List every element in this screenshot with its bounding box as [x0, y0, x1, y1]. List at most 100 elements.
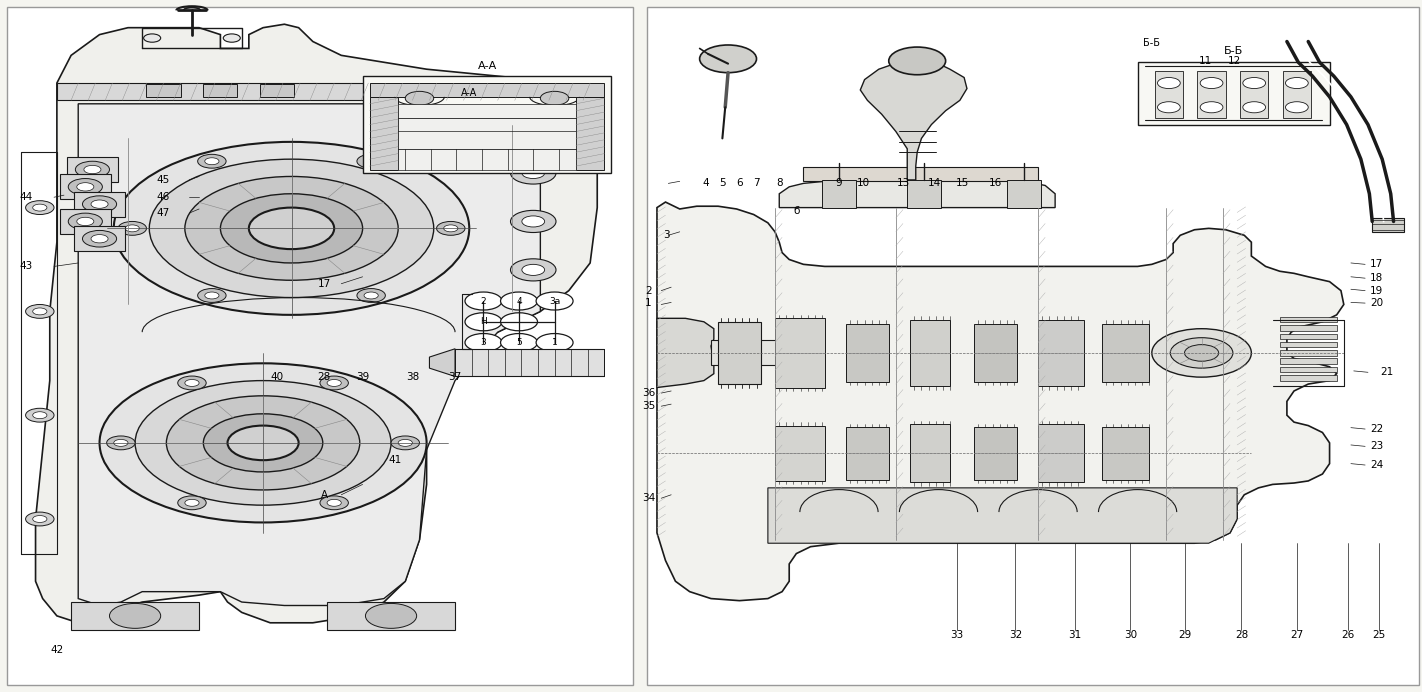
Text: 2: 2	[481, 296, 486, 306]
Bar	[711, 340, 789, 365]
Text: 19: 19	[1369, 286, 1384, 295]
Circle shape	[522, 167, 545, 179]
Text: 12: 12	[1227, 56, 1241, 66]
Text: A-A: A-A	[461, 89, 478, 98]
Circle shape	[114, 439, 128, 446]
Text: А-А: А-А	[478, 61, 496, 71]
Text: 29: 29	[1177, 630, 1192, 640]
Bar	[67, 157, 118, 182]
Text: 1: 1	[646, 298, 651, 308]
Circle shape	[1158, 78, 1180, 89]
Circle shape	[220, 194, 363, 263]
Circle shape	[185, 379, 199, 386]
Text: 47: 47	[156, 208, 171, 218]
Polygon shape	[846, 324, 889, 382]
Text: 26: 26	[1341, 630, 1355, 640]
Circle shape	[522, 264, 545, 275]
Bar	[60, 174, 111, 199]
Circle shape	[365, 603, 417, 628]
Bar	[1372, 218, 1404, 232]
Circle shape	[700, 45, 757, 73]
Circle shape	[33, 516, 47, 522]
Text: 24: 24	[1369, 460, 1384, 470]
Circle shape	[249, 208, 334, 249]
Polygon shape	[1197, 71, 1226, 118]
Text: 44: 44	[18, 192, 33, 202]
Bar	[146, 84, 181, 97]
Text: 33: 33	[950, 630, 964, 640]
Polygon shape	[576, 97, 604, 170]
Circle shape	[135, 381, 391, 505]
Bar	[822, 180, 856, 208]
Circle shape	[26, 408, 54, 422]
Text: 7: 7	[754, 179, 759, 188]
Circle shape	[437, 221, 465, 235]
Circle shape	[223, 34, 240, 42]
Circle shape	[33, 308, 47, 315]
Circle shape	[33, 204, 47, 211]
Text: 1: 1	[552, 338, 557, 347]
Circle shape	[320, 376, 348, 390]
Text: 2: 2	[646, 286, 651, 295]
Circle shape	[327, 379, 341, 386]
Bar	[1280, 342, 1337, 347]
Circle shape	[465, 313, 502, 331]
Text: 46: 46	[156, 192, 171, 202]
Polygon shape	[1102, 324, 1149, 382]
Circle shape	[1152, 329, 1251, 377]
Circle shape	[444, 225, 458, 232]
Text: 13: 13	[896, 179, 910, 188]
Polygon shape	[71, 602, 199, 630]
Text: 15: 15	[956, 179, 970, 188]
Circle shape	[149, 159, 434, 298]
Text: 41: 41	[388, 455, 402, 465]
Text: 34: 34	[641, 493, 656, 503]
Circle shape	[1185, 345, 1219, 361]
Circle shape	[109, 603, 161, 628]
Circle shape	[185, 500, 199, 507]
Circle shape	[1285, 78, 1308, 89]
Circle shape	[391, 436, 419, 450]
Circle shape	[320, 496, 348, 510]
Circle shape	[522, 216, 545, 227]
Text: 23: 23	[1369, 441, 1384, 451]
Circle shape	[364, 292, 378, 299]
Circle shape	[1200, 102, 1223, 113]
Circle shape	[91, 200, 108, 208]
Circle shape	[327, 500, 341, 507]
Circle shape	[1158, 102, 1180, 113]
Circle shape	[26, 304, 54, 318]
Polygon shape	[370, 83, 604, 97]
Text: 42: 42	[50, 646, 64, 655]
Circle shape	[178, 496, 206, 510]
Circle shape	[501, 313, 538, 331]
Text: 6: 6	[737, 179, 742, 188]
Circle shape	[1200, 78, 1223, 89]
Text: 45: 45	[156, 175, 171, 185]
Circle shape	[144, 34, 161, 42]
Bar	[74, 192, 125, 217]
Polygon shape	[370, 97, 398, 170]
Circle shape	[510, 259, 556, 281]
Bar	[60, 209, 111, 234]
Circle shape	[82, 230, 117, 247]
Text: 5: 5	[720, 179, 725, 188]
Bar	[907, 180, 941, 208]
Bar	[203, 84, 237, 97]
Polygon shape	[36, 24, 597, 623]
Bar	[398, 104, 576, 170]
Circle shape	[26, 201, 54, 215]
Circle shape	[205, 158, 219, 165]
Polygon shape	[1102, 427, 1149, 480]
Circle shape	[510, 210, 556, 233]
Circle shape	[118, 221, 146, 235]
Text: Б-Б: Б-Б	[1224, 46, 1243, 56]
Circle shape	[1243, 102, 1266, 113]
Circle shape	[889, 47, 946, 75]
Circle shape	[166, 396, 360, 490]
Text: A: A	[320, 490, 328, 500]
Polygon shape	[455, 349, 604, 376]
Bar	[1280, 358, 1337, 364]
Text: 20: 20	[1369, 298, 1384, 308]
Text: 9: 9	[836, 179, 842, 188]
